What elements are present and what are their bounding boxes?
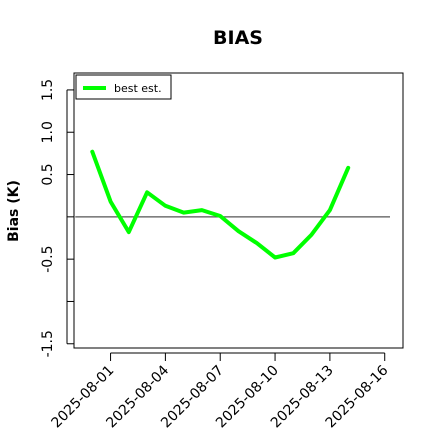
y-axis-label: Bias (K): [6, 180, 22, 242]
legend: best est.: [75, 74, 172, 100]
x-axis: 2025-08-012025-08-042025-08-072025-08-10…: [49, 352, 392, 431]
series-layer: [90, 149, 351, 260]
y-axis: 1.5 1.0 0.5 -0.5 -1.5: [40, 79, 74, 357]
y-tick-label: -0.5: [40, 245, 56, 272]
y-tick-label: 1.5: [40, 79, 56, 101]
legend-label-best-est: best est.: [114, 82, 162, 95]
series-line-best-est: [90, 149, 351, 260]
y-tick-label: 0.5: [40, 163, 56, 185]
chart-title: BIAS: [213, 27, 263, 49]
y-tick-label: 1.0: [40, 121, 56, 143]
y-tick-label: -1.5: [40, 330, 56, 357]
plot-frame: [73, 72, 404, 349]
